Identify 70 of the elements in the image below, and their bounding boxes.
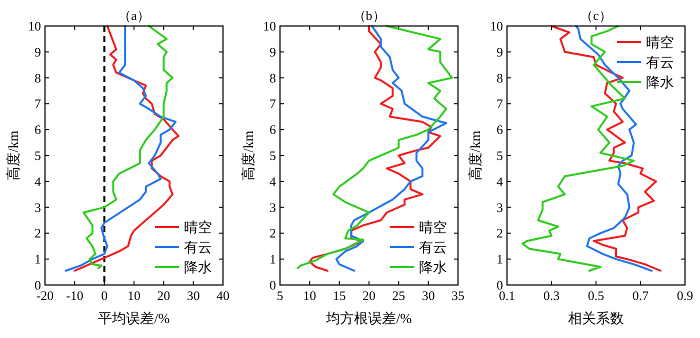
- y-tick-label: 7: [496, 96, 504, 112]
- y-axis-title: 高度/km: [241, 130, 257, 180]
- x-tick-label: 0: [101, 288, 108, 303]
- y-tick-label: 4: [34, 174, 42, 189]
- x-tick-label: 20: [362, 288, 376, 303]
- y-tick-label: 0: [270, 278, 276, 292]
- y-tick-label: 0: [34, 278, 41, 292]
- x-tick-label: 25: [392, 288, 406, 303]
- x-axis-title: 相关系数: [568, 311, 624, 327]
- legend-label: 晴空: [184, 220, 212, 236]
- y-tick-label: 7: [34, 96, 42, 112]
- y-tick-label: 10: [28, 18, 41, 34]
- x-tick-label: 0.9: [676, 288, 694, 303]
- y-tick-label: 4: [496, 174, 504, 189]
- x-tick-label: 30: [186, 288, 200, 303]
- y-tick-label: 3: [34, 200, 41, 215]
- x-tick-label: 0.3: [543, 288, 560, 303]
- legend-label: 有云: [184, 240, 212, 256]
- chart-title: （c）: [580, 8, 612, 23]
- chart-title: （b）: [352, 8, 386, 23]
- y-axis-title: 高度/km: [6, 130, 22, 180]
- x-tick-label: 0.5: [588, 288, 604, 303]
- y-tick-label: 6: [270, 122, 276, 138]
- x-tick-label: 35: [452, 288, 464, 303]
- y-tick-label: 8: [270, 70, 276, 86]
- x-tick-label: 10: [128, 288, 140, 303]
- x-axis-title: 均方根误差/%: [325, 311, 412, 327]
- y-tick-label: 9: [496, 44, 503, 60]
- legend-label: 降水: [646, 75, 674, 91]
- x-axis-title: 平均误差/%: [98, 311, 170, 327]
- x-tick-label: 20: [157, 288, 170, 303]
- legend-label: 降水: [419, 260, 447, 276]
- x-tick-label: 10: [303, 288, 316, 303]
- y-tick-label: 9: [34, 44, 41, 60]
- x-tick-label: -10: [66, 288, 84, 303]
- legend-label: 晴空: [419, 220, 447, 236]
- line-series: [335, 25, 448, 272]
- legend-label: 降水: [184, 260, 212, 276]
- y-tick-label: 5: [496, 148, 503, 163]
- x-tick-label: 40: [216, 288, 230, 303]
- y-tick-label: 3: [496, 200, 503, 215]
- legend-label: 有云: [646, 55, 674, 71]
- y-tick-label: 1: [270, 252, 276, 267]
- y-tick-label: 9: [270, 44, 276, 60]
- y-tick-label: 5: [34, 148, 41, 163]
- y-tick-label: 8: [34, 70, 41, 86]
- y-tick-label: 1: [34, 252, 41, 267]
- y-tick-label: 5: [270, 148, 276, 163]
- y-tick-label: 6: [34, 122, 42, 138]
- x-tick-label: 0.7: [632, 288, 650, 303]
- y-tick-label: 0: [496, 278, 503, 292]
- y-tick-label: 2: [34, 226, 41, 241]
- legend-label: 晴空: [646, 35, 674, 51]
- y-tick-label: 3: [270, 200, 276, 215]
- y-tick-label: 8: [496, 70, 503, 86]
- y-tick-label: 6: [496, 122, 504, 138]
- y-tick-label: 10: [263, 18, 276, 34]
- x-tick-label: 30: [422, 288, 435, 303]
- y-tick-label: 4: [270, 174, 276, 189]
- x-tick-label: 15: [332, 288, 346, 303]
- y-axis-title: 高度/km: [468, 130, 484, 180]
- chart-title: （a）: [118, 8, 150, 23]
- line-series: [522, 25, 635, 272]
- y-tick-label: 10: [490, 18, 503, 34]
- legend-label: 有云: [419, 240, 447, 256]
- y-tick-label: 2: [496, 226, 503, 241]
- y-tick-label: 2: [270, 226, 276, 241]
- line-series: [550, 25, 662, 272]
- y-tick-label: 1: [496, 252, 503, 267]
- y-tick-label: 7: [270, 96, 276, 112]
